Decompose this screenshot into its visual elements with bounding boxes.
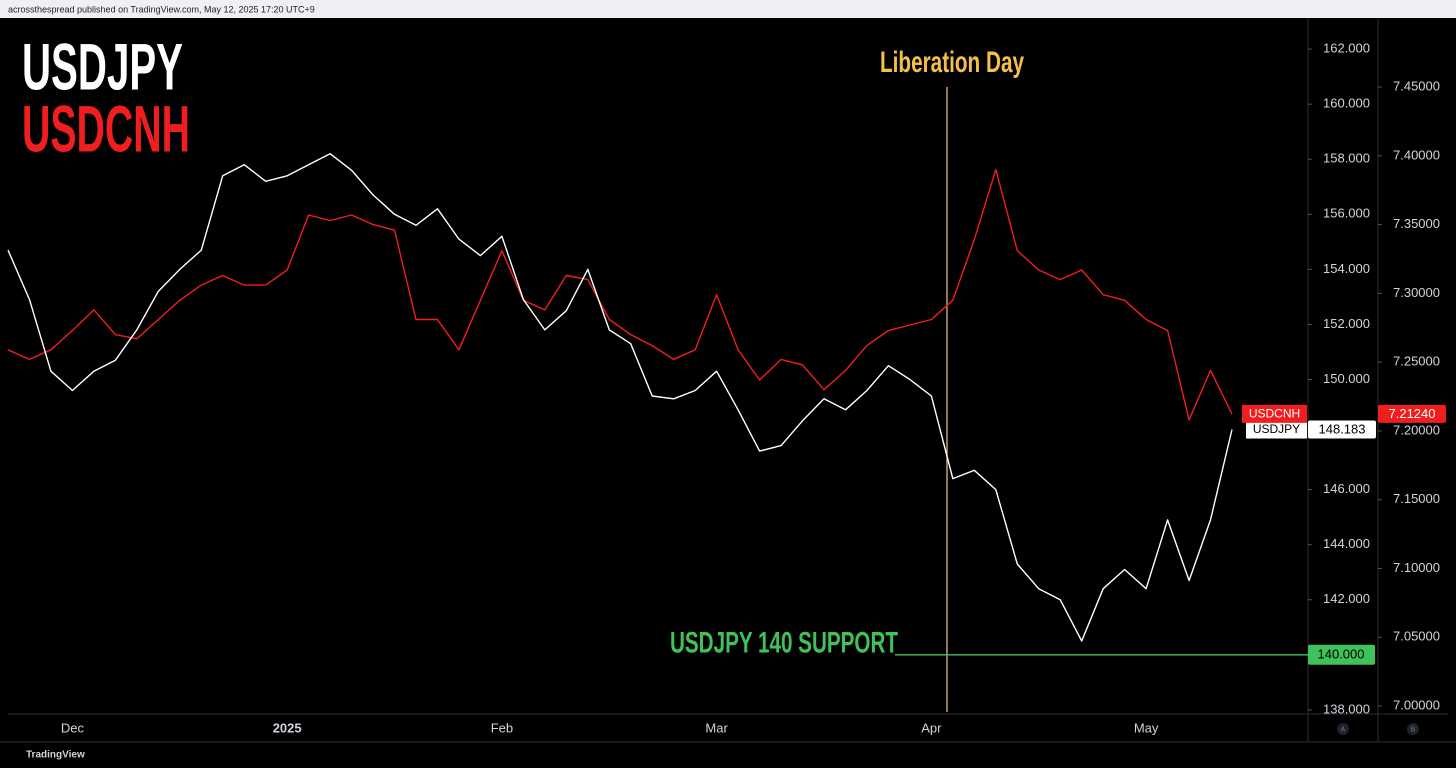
y-tick-label: 160.000 <box>1323 96 1370 111</box>
chart-frame <box>8 18 1448 742</box>
y2-tick-label: 7.25000 <box>1393 354 1440 369</box>
series-name-tag-label: USDJPY <box>1253 422 1300 436</box>
top-bar <box>0 0 1456 18</box>
last-price-box <box>1378 404 1446 423</box>
y-tick-label: 142.000 <box>1323 591 1370 606</box>
y2-tick-label: 7.30000 <box>1393 285 1440 300</box>
y2-tick-label: 7.10000 <box>1393 560 1440 575</box>
y-tick-label: 144.000 <box>1323 536 1370 551</box>
x-tick-label: Apr <box>921 720 942 735</box>
legend-entry: USDJPY <box>22 29 183 103</box>
y-tick-label: 146.000 <box>1323 481 1370 496</box>
y-tick-label: 150.000 <box>1323 371 1370 386</box>
x-tick-label: Feb <box>491 720 513 735</box>
legend-entry: USDCNH <box>22 91 190 165</box>
x-tick-label: Mar <box>705 720 728 735</box>
y2-tick-label: 7.05000 <box>1393 629 1440 644</box>
y-tick-label: 156.000 <box>1323 206 1370 221</box>
y2-tick-label: 7.35000 <box>1393 216 1440 231</box>
y2-tick-label: 7.45000 <box>1393 78 1440 93</box>
price-line <box>7 153 1233 642</box>
scale-button-label: B <box>1411 726 1416 733</box>
y-tick-label: 162.000 <box>1323 41 1370 56</box>
y-tick-label: 152.000 <box>1323 316 1370 331</box>
series-name-tag-label: USDCNH <box>1249 407 1300 421</box>
y2-tick-label: 7.20000 <box>1393 422 1440 437</box>
y2-tick-label: 7.00000 <box>1393 697 1440 712</box>
footer-logo: TradingView <box>26 750 85 761</box>
scale-button <box>1337 723 1349 735</box>
support-value-box <box>1308 644 1375 665</box>
event-label: Liberation Day <box>880 46 1024 79</box>
x-tick-label: May <box>1134 720 1159 735</box>
y-tick-label: 138.000 <box>1323 701 1370 716</box>
series-name-tag <box>1246 420 1307 439</box>
y2-tick-label: 7.15000 <box>1393 491 1440 506</box>
scale-button <box>1407 723 1419 735</box>
last-price-label: 7.21240 <box>1389 406 1436 421</box>
series-name-tag <box>1242 404 1307 423</box>
support-label: USDJPY 140 SUPPORT <box>670 627 898 660</box>
y-tick-label: 158.000 <box>1323 151 1370 166</box>
scale-button-label: A <box>1341 726 1346 733</box>
y2-tick-label: 7.40000 <box>1393 147 1440 162</box>
y-tick-label: 154.000 <box>1323 261 1370 276</box>
x-tick-label: Dec <box>61 720 85 735</box>
support-value-label: 140.000 <box>1318 647 1365 662</box>
x-tick-label: 2025 <box>273 720 302 735</box>
last-price-label: 148.183 <box>1319 421 1366 436</box>
last-price-box <box>1308 420 1376 439</box>
price-line <box>7 168 1233 421</box>
publish-info: acrossthespread published on TradingView… <box>8 4 315 14</box>
